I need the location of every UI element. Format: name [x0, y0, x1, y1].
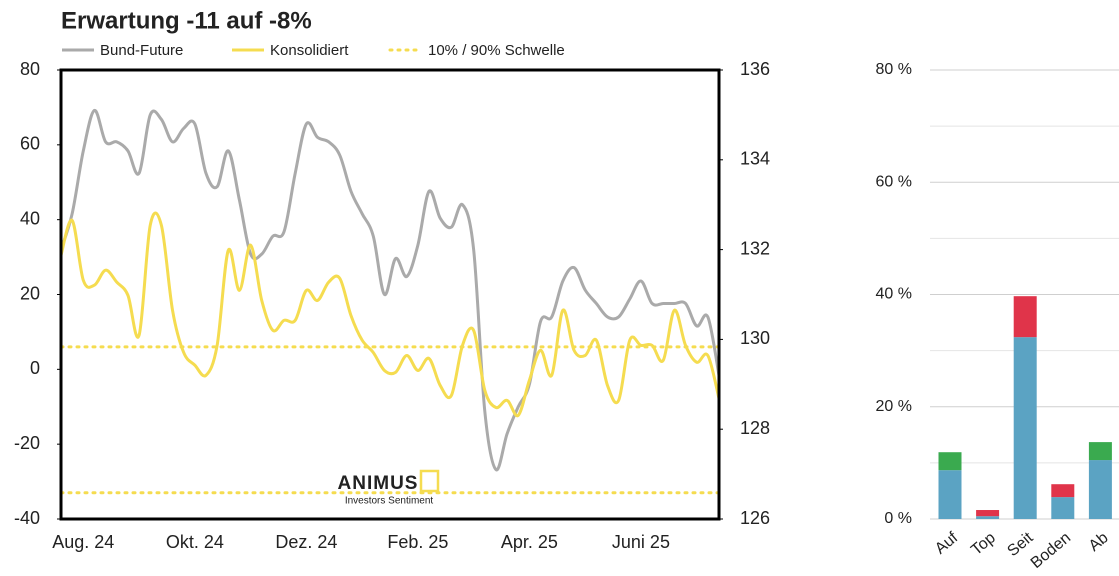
y-tick-label: 20: [20, 283, 40, 303]
y-tick-label: 40 %: [876, 286, 912, 303]
series-line: [59, 108, 721, 472]
series-line: [59, 211, 721, 418]
x-tick-label: Okt. 24: [166, 532, 224, 552]
y2-tick-label: 130: [740, 328, 770, 348]
legend-label: Bund-Future: [100, 42, 183, 59]
bar-segment: [1013, 337, 1037, 519]
bar-segment: [1013, 296, 1037, 338]
y-tick-label: 80: [20, 59, 40, 79]
y-tick-label: 80 %: [876, 61, 912, 78]
y2-tick-label: 128: [740, 418, 770, 438]
x-tick-label: Dez. 24: [275, 532, 337, 552]
y-tick-label: 0 %: [884, 510, 912, 527]
bar-segment: [1088, 442, 1112, 461]
x-tick-label: Ab: [1086, 529, 1112, 555]
bar-segment: [1088, 460, 1112, 519]
x-tick-label: Boden: [1028, 529, 1074, 572]
y2-tick-label: 132: [740, 238, 770, 258]
y-tick-label: 60 %: [876, 173, 912, 190]
y-tick-label: 0: [30, 358, 40, 378]
bar-segment: [976, 516, 1000, 519]
x-tick-label: Feb. 25: [387, 532, 448, 552]
bar-segment: [1051, 484, 1075, 498]
x-tick-label: Top: [968, 529, 999, 559]
watermark-tagline: Investors Sentiment: [345, 496, 434, 507]
bar-segment: [1051, 497, 1075, 519]
y2-tick-label: 134: [740, 149, 770, 169]
plot-frame: [59, 68, 721, 521]
y-tick-label: 60: [20, 134, 40, 154]
bar-segment: [938, 470, 962, 519]
y-tick-label: 40: [20, 208, 40, 228]
y-tick-label: -20: [14, 433, 40, 453]
watermark-icon: [419, 469, 440, 493]
x-tick-label: Auf: [932, 529, 962, 558]
legend-label: Konsolidiert: [270, 42, 349, 59]
legend-label: 10% / 90% Schwelle: [428, 42, 565, 59]
chart-title: Erwartung -11 auf -8%: [61, 7, 312, 34]
watermark-brand: ANIMUS: [338, 473, 419, 494]
bar-segment: [976, 510, 1000, 517]
y2-tick-label: 126: [740, 508, 770, 528]
x-tick-label: Juni 25: [612, 532, 670, 552]
bar-segment: [938, 452, 962, 471]
x-tick-label: Apr. 25: [501, 532, 558, 552]
y-tick-label: 20 %: [876, 398, 912, 415]
y2-tick-label: 136: [740, 59, 770, 79]
x-tick-label: Aug. 24: [52, 532, 114, 552]
y-tick-label: -40: [14, 508, 40, 528]
